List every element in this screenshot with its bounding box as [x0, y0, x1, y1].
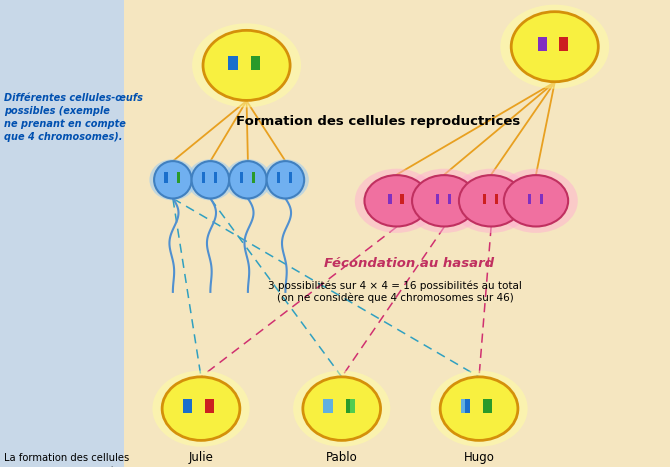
Ellipse shape	[459, 175, 523, 226]
Text: Formation des cellules reproductrices: Formation des cellules reproductrices	[237, 115, 521, 128]
Text: Hugo: Hugo	[464, 451, 494, 464]
Bar	[209, 399, 214, 413]
Ellipse shape	[262, 159, 309, 200]
Bar	[401, 194, 404, 204]
Ellipse shape	[504, 175, 568, 226]
Ellipse shape	[293, 370, 390, 447]
Bar	[537, 37, 543, 51]
Bar	[436, 194, 440, 204]
Ellipse shape	[412, 175, 476, 226]
Ellipse shape	[153, 370, 249, 447]
Ellipse shape	[450, 169, 533, 233]
Bar	[0, 0, 124, 467]
Ellipse shape	[500, 5, 609, 89]
Ellipse shape	[162, 377, 240, 440]
Bar	[251, 56, 256, 70]
Bar	[482, 194, 486, 204]
Bar	[350, 399, 355, 413]
Ellipse shape	[149, 159, 196, 200]
Ellipse shape	[187, 159, 234, 200]
Bar	[448, 194, 452, 204]
Bar	[328, 399, 332, 413]
Ellipse shape	[403, 169, 486, 233]
Bar	[233, 56, 237, 70]
Bar	[528, 194, 531, 204]
Text: Pablo: Pablo	[326, 451, 358, 464]
Ellipse shape	[494, 169, 578, 233]
Text: 3 possibilités sur 4 × 4 = 16 possibilités au total
(on ne considère que 4 chrom: 3 possibilités sur 4 × 4 = 16 possibilit…	[269, 281, 522, 303]
Ellipse shape	[224, 159, 271, 200]
Bar	[277, 172, 280, 183]
Bar	[202, 172, 205, 183]
Ellipse shape	[203, 30, 290, 100]
Bar	[187, 399, 192, 413]
Bar	[228, 56, 233, 70]
Bar	[252, 172, 255, 183]
Text: Différentes cellules-œufs
possibles (exemple
ne prenant en compte
que 4 chromoso: Différentes cellules-œufs possibles (exe…	[4, 93, 143, 142]
Ellipse shape	[364, 175, 429, 226]
Ellipse shape	[192, 161, 229, 198]
Bar	[484, 399, 488, 413]
Bar	[240, 172, 243, 183]
Bar	[461, 399, 465, 413]
Ellipse shape	[303, 377, 381, 440]
Text: Fécondation au hasard: Fécondation au hasard	[324, 257, 494, 270]
Bar	[256, 56, 260, 70]
Text: Julie: Julie	[188, 451, 214, 464]
Bar	[164, 172, 168, 183]
Ellipse shape	[154, 161, 192, 198]
Ellipse shape	[430, 370, 528, 447]
Bar	[465, 399, 470, 413]
Bar	[389, 194, 391, 204]
Ellipse shape	[355, 169, 438, 233]
Bar	[563, 37, 568, 51]
Bar	[488, 399, 492, 413]
Ellipse shape	[229, 161, 267, 198]
Ellipse shape	[511, 12, 598, 82]
Ellipse shape	[267, 161, 304, 198]
Bar	[540, 194, 543, 204]
Bar	[494, 194, 498, 204]
Text: La formation des cellules
reproductrices et la fécon-
dation au hasard permet-
t: La formation des cellules reproductrices…	[4, 453, 136, 467]
Bar	[543, 37, 547, 51]
Bar	[323, 399, 328, 413]
Bar	[177, 172, 180, 183]
Ellipse shape	[440, 377, 518, 440]
Ellipse shape	[192, 23, 301, 107]
Bar	[182, 399, 187, 413]
Bar	[205, 399, 210, 413]
Bar	[289, 172, 293, 183]
Bar	[559, 37, 564, 51]
Bar	[346, 399, 351, 413]
Bar	[214, 172, 217, 183]
